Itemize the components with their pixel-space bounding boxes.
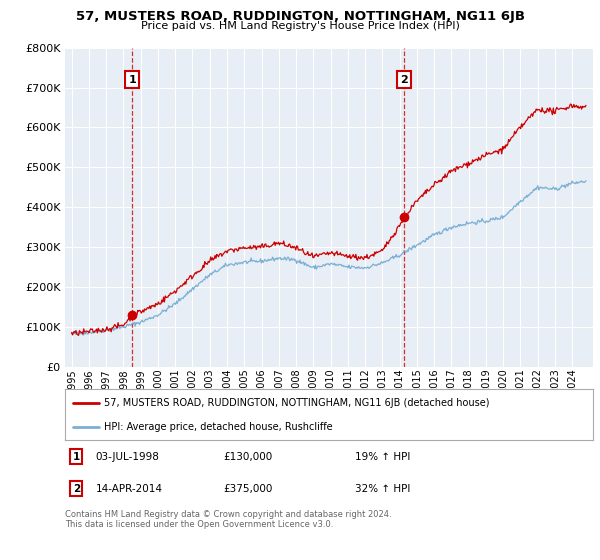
Text: 32% ↑ HPI: 32% ↑ HPI xyxy=(355,484,410,494)
Text: £130,000: £130,000 xyxy=(223,451,272,461)
Text: 19% ↑ HPI: 19% ↑ HPI xyxy=(355,451,410,461)
Text: 2: 2 xyxy=(401,74,408,85)
Text: 2: 2 xyxy=(73,484,80,494)
Text: 14-APR-2014: 14-APR-2014 xyxy=(95,484,163,494)
Text: 1: 1 xyxy=(73,451,80,461)
Text: 57, MUSTERS ROAD, RUDDINGTON, NOTTINGHAM, NG11 6JB: 57, MUSTERS ROAD, RUDDINGTON, NOTTINGHAM… xyxy=(76,10,524,23)
Text: 03-JUL-1998: 03-JUL-1998 xyxy=(95,451,159,461)
Text: Contains HM Land Registry data © Crown copyright and database right 2024.
This d: Contains HM Land Registry data © Crown c… xyxy=(65,510,391,529)
Text: £375,000: £375,000 xyxy=(223,484,272,494)
Text: 1: 1 xyxy=(128,74,136,85)
Text: HPI: Average price, detached house, Rushcliffe: HPI: Average price, detached house, Rush… xyxy=(104,422,333,432)
Text: 57, MUSTERS ROAD, RUDDINGTON, NOTTINGHAM, NG11 6JB (detached house): 57, MUSTERS ROAD, RUDDINGTON, NOTTINGHAM… xyxy=(104,398,490,408)
Text: Price paid vs. HM Land Registry's House Price Index (HPI): Price paid vs. HM Land Registry's House … xyxy=(140,21,460,31)
